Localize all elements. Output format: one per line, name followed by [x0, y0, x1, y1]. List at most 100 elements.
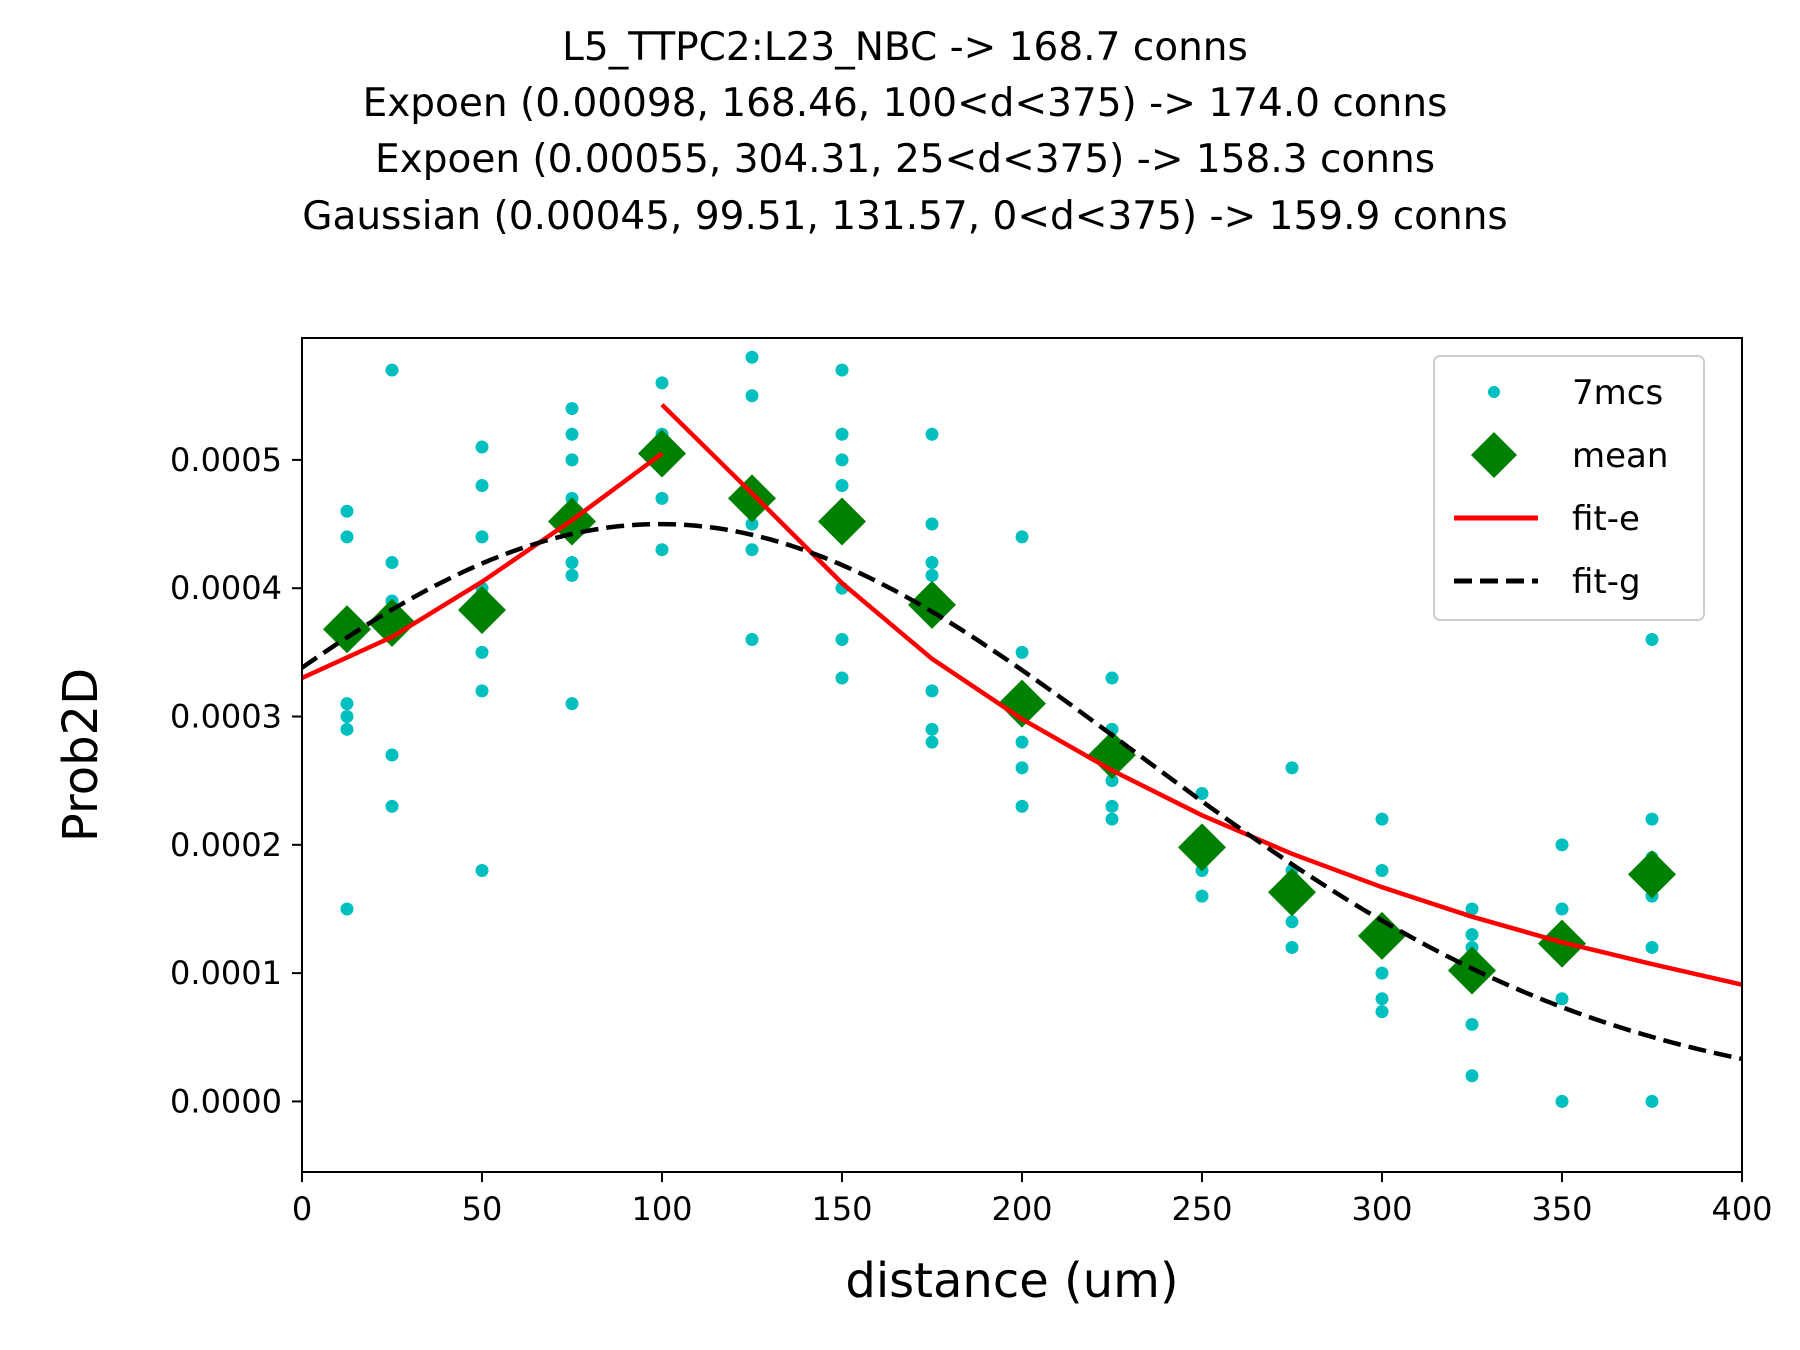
x-tick-label: 400 [1711, 1190, 1772, 1228]
fit-e-line [660, 403, 1742, 987]
data-point [925, 517, 939, 531]
data-point [1375, 863, 1389, 877]
mean-marker [638, 429, 686, 478]
data-point [385, 556, 399, 570]
data-point [1105, 812, 1119, 826]
data-point [1645, 633, 1659, 647]
data-point [655, 376, 669, 390]
chart-title: L5_TTPC2:L23_NBC -> 168.7 conns Expoen (… [302, 25, 1508, 239]
title-line: L5_TTPC2:L23_NBC -> 168.7 conns [562, 25, 1248, 70]
data-point [835, 479, 849, 493]
series-mean [323, 429, 1676, 995]
x-axis-label: distance (um) [845, 1253, 1178, 1309]
data-point [925, 568, 939, 582]
fit-e-line [302, 451, 664, 681]
data-point [1555, 902, 1569, 916]
x-tick-label: 150 [811, 1190, 872, 1228]
legend-marker-mean [1471, 432, 1517, 478]
mean-marker [1628, 850, 1676, 899]
data-point [565, 427, 579, 441]
data-point [835, 453, 849, 467]
data-point [565, 568, 579, 582]
y-axis: 0.0000 0.0001 0.0002 0.0003 0.0004 0.0005 [170, 441, 302, 1120]
x-tick-label: 300 [1351, 1190, 1412, 1228]
y-tick-label: 0.0000 [170, 1082, 282, 1120]
data-point [1195, 786, 1209, 800]
data-point [1015, 761, 1029, 775]
data-point [925, 722, 939, 736]
data-point [565, 402, 579, 416]
x-tick-label: 350 [1531, 1190, 1592, 1228]
mean-marker [818, 497, 866, 546]
mean-marker [323, 605, 371, 654]
data-point [1015, 530, 1029, 544]
x-tick-label: 250 [1171, 1190, 1232, 1228]
data-point [1015, 645, 1029, 659]
data-point [475, 440, 489, 454]
title-line: Gaussian (0.00045, 99.51, 131.57, 0<d<37… [302, 194, 1508, 239]
mean-marker [458, 586, 506, 635]
y-tick-label: 0.0004 [170, 569, 282, 607]
legend-label-7mcs: 7mcs [1572, 373, 1663, 413]
data-point [1105, 799, 1119, 813]
title-line: Expoen (0.00055, 304.31, 25<d<375) -> 15… [375, 137, 1435, 182]
series-7mcs [340, 350, 1659, 1108]
series-fit-g [302, 521, 1742, 1062]
data-point [340, 902, 354, 916]
y-tick-label: 0.0002 [170, 826, 282, 864]
x-tick-label: 100 [631, 1190, 692, 1228]
mean-marker [1178, 823, 1226, 872]
data-point [1105, 671, 1119, 685]
data-point [1465, 1017, 1479, 1031]
title-line: Expoen (0.00098, 168.46, 100<d<375) -> 1… [363, 81, 1448, 126]
data-point [1285, 761, 1299, 775]
data-point [1555, 992, 1569, 1006]
data-point [655, 491, 669, 505]
data-point [1465, 902, 1479, 916]
data-point [745, 543, 759, 557]
mean-marker [908, 580, 956, 629]
data-point [340, 504, 354, 518]
data-point [1375, 1005, 1389, 1019]
data-point [340, 530, 354, 544]
y-tick-label: 0.0005 [170, 441, 282, 479]
data-point [475, 530, 489, 544]
data-point [475, 645, 489, 659]
data-point [1555, 1094, 1569, 1108]
data-point [745, 633, 759, 647]
data-point [925, 684, 939, 698]
data-point [835, 671, 849, 685]
data-point [1465, 1069, 1479, 1083]
legend-label-mean: mean [1572, 436, 1668, 476]
legend: 7mcs mean fit-e fit-g [1433, 355, 1705, 621]
legend-marker-7mcs [1488, 386, 1500, 398]
data-point [340, 697, 354, 711]
data-point [385, 748, 399, 762]
mean-marker [728, 474, 776, 523]
series-fit-e [302, 403, 1742, 987]
data-point [1555, 838, 1569, 852]
data-point [475, 684, 489, 698]
y-tick-label: 0.0003 [170, 698, 282, 736]
plot-area [302, 350, 1742, 1108]
data-point [835, 633, 849, 647]
mean-marker [368, 598, 416, 647]
data-point [925, 427, 939, 441]
data-point [655, 543, 669, 557]
data-point [385, 799, 399, 813]
data-point [1015, 799, 1029, 813]
data-point [1375, 812, 1389, 826]
x-tick-label: 50 [462, 1190, 503, 1228]
x-axis: 0 50 100 150 200 250 300 350 400 [292, 1172, 1773, 1228]
data-point [835, 363, 849, 377]
data-point [1375, 966, 1389, 980]
data-point [475, 863, 489, 877]
data-point [835, 427, 849, 441]
data-point [745, 389, 759, 403]
data-point [565, 697, 579, 711]
data-point [1285, 940, 1299, 954]
data-point [340, 710, 354, 724]
data-point [1195, 889, 1209, 903]
data-point [1645, 812, 1659, 826]
